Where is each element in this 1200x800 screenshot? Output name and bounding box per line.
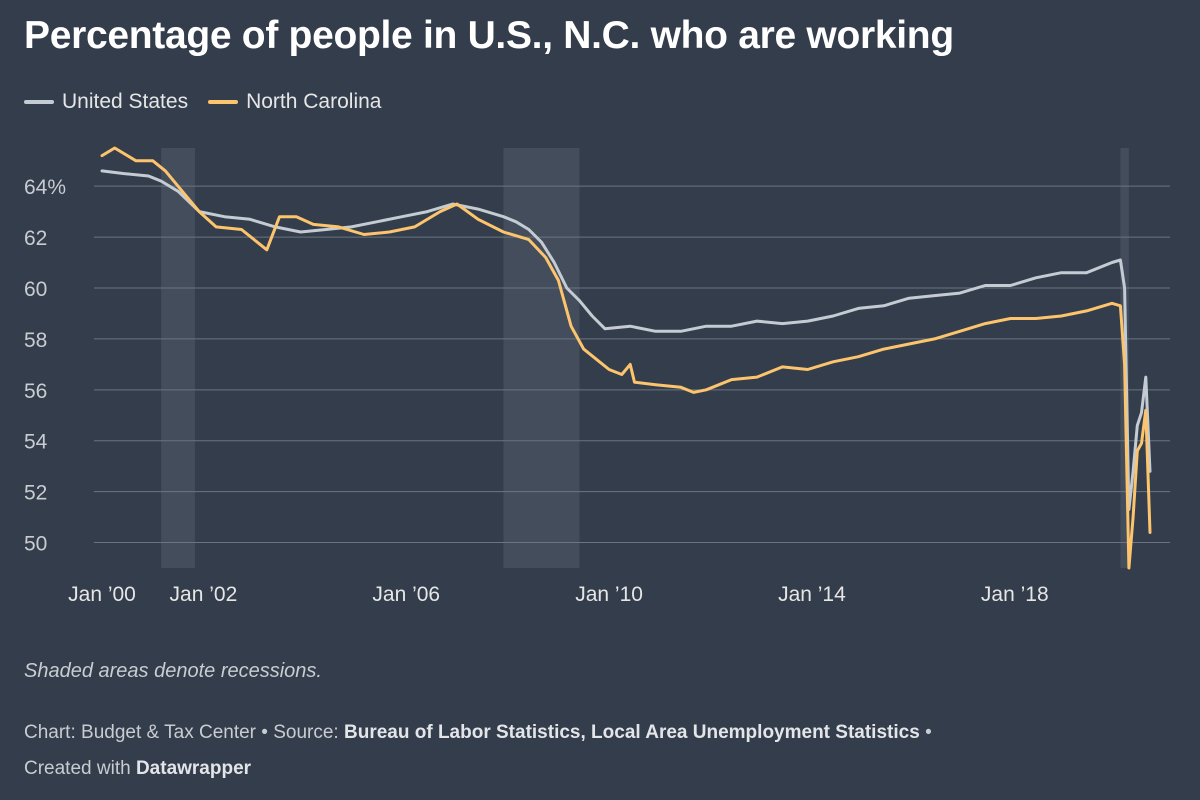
legend-item-nc[interactable]: North Carolina [208, 90, 381, 114]
x-axis-ticks: Jan ’00 Jan ’02 Jan ’06 Jan ’10 Jan ’14 Jan ’… [68, 583, 1048, 606]
legend-label-nc: North Carolina [246, 90, 382, 113]
legend-swatch-nc [208, 100, 239, 104]
credit-chart-by: Budget & Tax Center [81, 722, 257, 743]
chart-credits: Chart: Budget & Tax Center • Source: Bur… [24, 715, 1144, 787]
y-tick-label: 58 [24, 329, 47, 352]
y-tick-label: 60 [24, 278, 47, 301]
x-tick-label: Jan ’02 [170, 583, 238, 606]
series-line-us [100, 169, 1152, 511]
credit-created-label: Created with [24, 758, 131, 779]
credit-source-link[interactable]: Bureau of Labor Statistics, Local Area U… [344, 722, 920, 743]
credit-source-label: Source: [273, 722, 339, 743]
series-line-nc [100, 146, 1152, 570]
y-axis-ticks: 50 52 54 56 58 60 62 64% [24, 176, 66, 555]
y-tick-label: 54 [24, 431, 48, 454]
recession-band [161, 148, 195, 568]
gridlines [94, 185, 1170, 544]
y-tick-label: 52 [24, 482, 47, 505]
x-tick-label: Jan ’10 [575, 583, 643, 606]
credit-datawrapper-link[interactable]: Datawrapper [135, 758, 252, 779]
x-tick-label: Jan ’06 [372, 583, 440, 606]
y-tick-label: 64% [24, 176, 66, 199]
recession-band [503, 148, 580, 568]
credit-chart-label: Chart: [24, 722, 76, 743]
x-tick-label: Jan ’14 [778, 583, 846, 606]
y-tick-label: 62 [24, 227, 47, 250]
credit-separator: • [261, 722, 268, 743]
credit-separator: • [925, 722, 932, 743]
chart-note: Shaded areas denote recessions. [24, 660, 322, 682]
legend-item-us[interactable]: United States [24, 90, 188, 114]
chart-title: Percentage of people in U.S., N.C. who a… [24, 14, 954, 57]
legend-swatch-us [24, 100, 54, 104]
legend-label-us: United States [62, 90, 189, 113]
series-lines [100, 146, 1152, 570]
x-tick-label: Jan ’00 [68, 583, 136, 606]
x-tick-label: Jan ’18 [981, 583, 1049, 606]
recession-bands [161, 148, 1129, 568]
y-tick-label: 56 [24, 380, 47, 403]
y-tick-label: 50 [24, 533, 47, 556]
chart-legend: United States North Carolina [24, 90, 401, 114]
